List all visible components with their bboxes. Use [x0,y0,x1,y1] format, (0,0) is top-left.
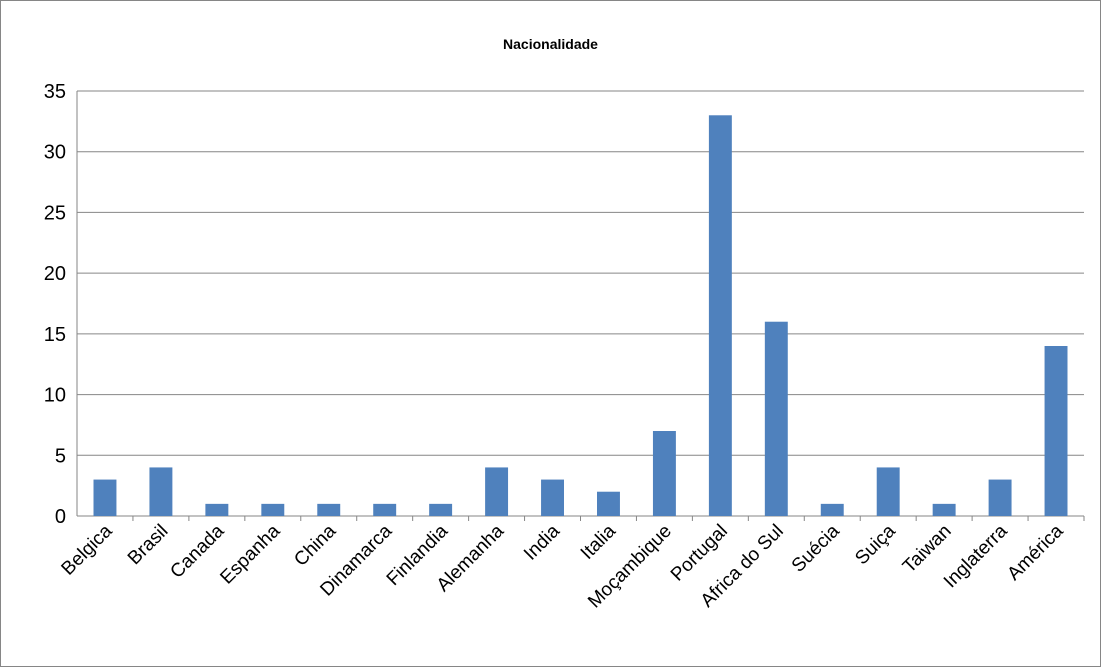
y-tick-label: 20 [44,263,66,285]
y-tick-label: 35 [44,81,66,103]
gridlines [76,90,1085,521]
x-tick-label: Belgica [58,520,117,579]
bar [93,479,117,516]
bar [485,467,509,516]
bar [708,115,732,517]
x-tick-label: Italia [577,520,621,564]
x-tick-label: América [1003,520,1067,584]
bar [597,491,620,516]
bar [876,467,900,516]
bar [205,503,229,516]
bar [429,503,453,516]
y-tick-label: 30 [44,142,66,164]
x-tick-label: India [520,520,564,564]
x-tick-label: Taiwan [899,521,956,578]
bar [373,503,397,516]
y-tick-label: 25 [44,202,66,224]
y-tick-label: 5 [55,445,66,467]
bar [149,467,173,516]
bars [93,115,1068,517]
x-tick-label: Espanha [216,520,284,588]
bar [652,431,676,516]
bar [541,479,564,516]
x-tick-label: Brasil [124,521,172,569]
bar [820,503,844,516]
x-tick-label: Suiça [851,520,900,569]
bar [317,503,341,516]
bar [764,321,788,516]
chart-title: Nacionalidade [503,36,598,52]
bar [932,503,956,516]
bar [261,503,285,516]
bar [988,479,1012,516]
y-axis-tick-labels: 0 5 10 15 20 25 30 35 [44,81,66,528]
bar [1044,346,1068,516]
y-tick-label: 15 [44,324,66,346]
x-tick-label: China [290,520,340,570]
y-tick-label: 10 [44,385,66,407]
x-tick-label: Suécia [788,520,844,576]
y-tick-label: 0 [55,506,66,528]
